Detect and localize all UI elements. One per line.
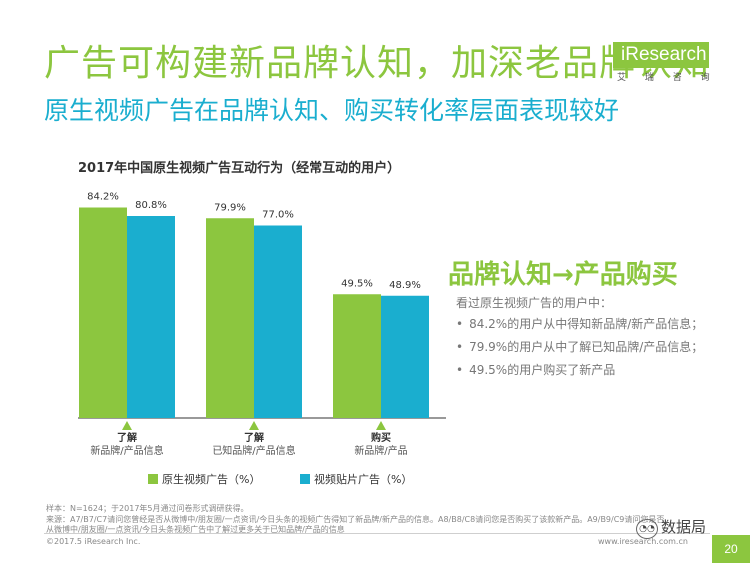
legend-swatch: [148, 474, 158, 484]
bar: [333, 294, 381, 418]
page-number: 20: [712, 535, 750, 563]
data-label: 77.0%: [262, 210, 294, 221]
watermark: ◔◔ 数据局: [636, 516, 706, 539]
bullet-text: 79.9%的用户从中了解已知品牌/产品信息；: [469, 340, 704, 354]
data-label: 84.2%: [87, 192, 119, 203]
data-label: 48.9%: [389, 280, 421, 291]
legend-label: 原生视频广告（%）: [162, 473, 261, 486]
data-label: 49.5%: [341, 278, 373, 289]
category-marker: [249, 421, 259, 430]
data-label: 80.8%: [135, 200, 167, 211]
chart-title: 2017年中国原生视频广告互动行为（经常互动的用户）: [78, 161, 401, 176]
page-title: 广告可构建新品牌认知，加深老品牌认知: [44, 43, 711, 84]
category-sublabel: 已知品牌/产品信息: [212, 444, 295, 457]
legend-label: 视频贴片广告（%）: [313, 473, 413, 486]
category-label: 了解: [244, 431, 264, 444]
category-marker: [122, 421, 132, 430]
footnote-source-1: 来源：A7/B7/C7请问您曾经是否从微博中/朋友圈/一点资讯/今日头条的视频广…: [46, 515, 665, 524]
legend-item-preroll: 视频贴片广告（%）: [299, 471, 413, 487]
footer-divider: [44, 533, 710, 534]
bar: [79, 207, 127, 418]
bar: [206, 218, 254, 418]
bar: [127, 216, 175, 418]
category-label: 了解: [117, 431, 137, 444]
footer-copyright: ©2017.5 iResearch Inc.: [46, 537, 141, 546]
side-bullet-list: • 84.2%的用户从中得知新品牌/新产品信息； • 79.9%的用户从中了解已知品…: [456, 315, 703, 384]
footnote-sample: 样本：N=1624；于2017年5月通过问卷形式调研获得。: [46, 504, 249, 513]
bullet-item: • 49.5%的用户购买了新产品: [456, 363, 616, 377]
logo-cn-text: 艾 瑞 咨 询: [617, 73, 718, 83]
watermark-text: 数据局: [661, 518, 707, 536]
legend-swatch: [299, 474, 310, 484]
footnote-source-2: 从微博中/朋友圈/一点资讯/今日头条视频广告中了解过更多关于已知品牌/产品的信息: [46, 525, 345, 534]
category-label: 购买: [371, 431, 391, 444]
side-lead-text: 看过原生视频广告的用户中：: [456, 296, 613, 310]
bar: [381, 295, 429, 418]
bullet-item: • 79.9%的用户从中了解已知品牌/产品信息；: [456, 340, 704, 354]
logo-badge: [613, 42, 709, 68]
bar: [254, 225, 302, 418]
logo-text: iResearch: [621, 44, 707, 65]
category-marker: [376, 421, 386, 430]
data-label: 79.9%: [214, 202, 246, 213]
side-heading: 品牌认知→产品购买: [448, 260, 678, 290]
bullet-text: 84.2%的用户从中得知新品牌/新产品信息；: [469, 317, 704, 331]
page-subtitle: 原生视频广告在品牌认知、购买转化率层面表现较好: [44, 96, 620, 125]
bullet-text: 49.5%的用户购买了新产品: [469, 363, 616, 377]
category-sublabel: 新品牌/产品信息: [90, 444, 163, 457]
iresearch-logo: iResearch 艾 瑞 咨 询: [613, 42, 710, 86]
chart-legend: 原生视频广告（%） 视频贴片广告（%）: [148, 471, 448, 487]
bullet-item: • 84.2%的用户从中得知新品牌/新产品信息；: [456, 317, 704, 331]
category-sublabel: 新品牌/产品: [354, 444, 407, 457]
wechat-icon: ◔◔: [636, 519, 658, 539]
footer-url[interactable]: www.iresearch.com.cn: [598, 537, 688, 546]
legend-item-native: 原生视频广告（%）: [148, 471, 260, 487]
